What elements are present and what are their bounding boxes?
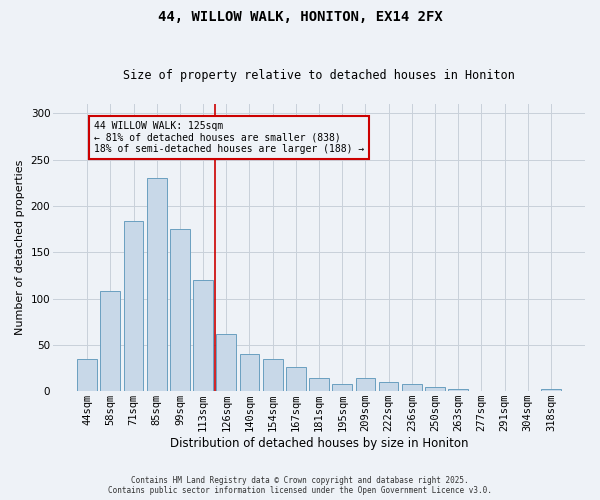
Bar — [124, 220, 143, 391]
Bar — [239, 354, 259, 391]
Bar — [170, 229, 190, 391]
Bar — [100, 291, 120, 391]
Bar — [147, 178, 167, 391]
Bar — [448, 390, 468, 391]
X-axis label: Distribution of detached houses by size in Honiton: Distribution of detached houses by size … — [170, 437, 468, 450]
Bar — [263, 358, 283, 391]
Text: Contains HM Land Registry data © Crown copyright and database right 2025.
Contai: Contains HM Land Registry data © Crown c… — [108, 476, 492, 495]
Bar — [379, 382, 398, 391]
Bar — [193, 280, 213, 391]
Text: 44 WILLOW WALK: 125sqm
← 81% of detached houses are smaller (838)
18% of semi-de: 44 WILLOW WALK: 125sqm ← 81% of detached… — [94, 120, 364, 154]
Bar — [356, 378, 375, 391]
Bar — [217, 334, 236, 391]
Title: Size of property relative to detached houses in Honiton: Size of property relative to detached ho… — [123, 69, 515, 82]
Bar — [77, 358, 97, 391]
Bar — [541, 390, 561, 391]
Bar — [402, 384, 422, 391]
Bar — [309, 378, 329, 391]
Text: 44, WILLOW WALK, HONITON, EX14 2FX: 44, WILLOW WALK, HONITON, EX14 2FX — [158, 10, 442, 24]
Y-axis label: Number of detached properties: Number of detached properties — [15, 160, 25, 336]
Bar — [425, 386, 445, 391]
Bar — [286, 367, 306, 391]
Bar — [332, 384, 352, 391]
